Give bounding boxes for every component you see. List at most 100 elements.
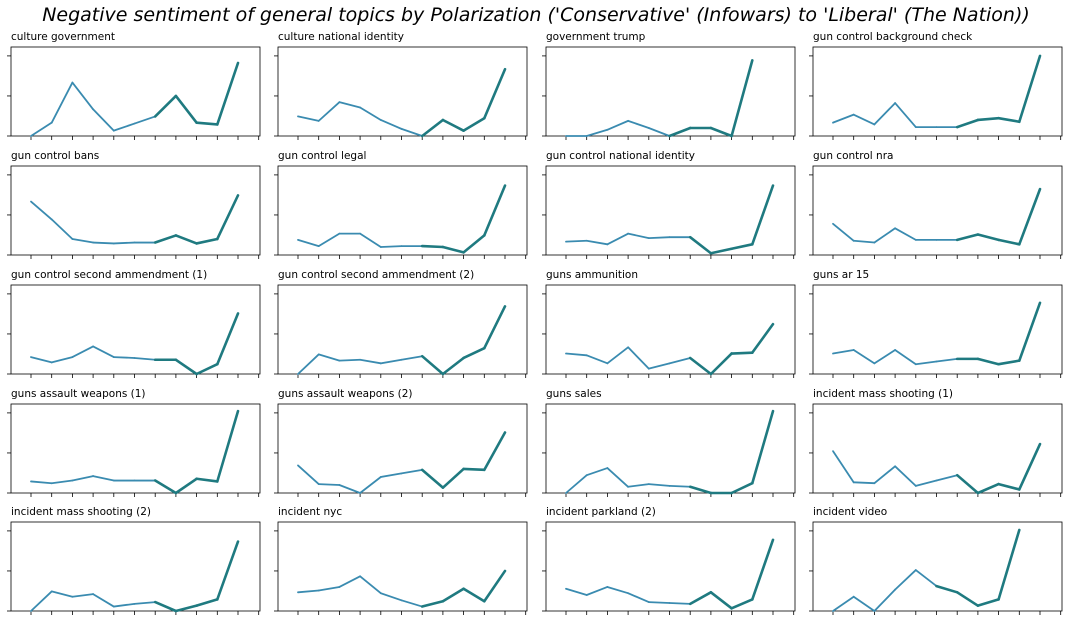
axes-frame [812,284,1063,375]
series-segment [709,126,733,138]
panel-9: gun control second ammendment (1) [7,269,261,378]
panel-10: gun control second ammendment (2) [274,269,528,378]
series-segment [400,355,424,361]
series-segment [420,468,445,489]
series-segment [71,81,94,111]
panel-3: government trump [542,31,796,140]
series-segment [976,598,1000,607]
series-segment [1017,54,1042,124]
series-segment [71,345,94,358]
series-segment [195,477,219,483]
series-segment [955,233,980,242]
series-segment [379,592,403,602]
series-segment [482,569,507,603]
series-segment [873,465,896,485]
series-segment [92,593,115,608]
series-segment [935,357,959,363]
series-segment [338,101,362,109]
panel-title: incident mass shooting (1) [813,388,953,400]
series-segment [153,600,178,613]
series-segment [894,102,917,128]
series-segment [935,474,959,482]
series-segment [482,305,507,350]
series-segment [317,586,341,592]
series-segment [216,409,240,483]
series-segment [359,358,382,365]
series-segment [50,479,74,485]
panel-title: gun control nra [813,150,893,162]
series-segment [92,108,115,132]
series-segment [112,602,136,608]
figure-title: Negative sentiment of general topics by … [42,4,1030,26]
series-segment [30,121,53,137]
series-segment [997,359,1021,366]
panel-13: guns assault weapons (1) [7,388,261,497]
axes-frame [10,165,261,256]
axes-frame [10,403,261,494]
series-segment [955,473,980,495]
series-segment [647,362,671,370]
series-segment [317,232,341,248]
panel-11: guns ammunition [542,269,796,378]
series-segment [894,465,917,487]
panel-title: gun control second ammendment (1) [11,269,207,281]
axes-frame [545,521,796,612]
series-segment [750,184,775,246]
series-segment [955,118,980,129]
series-segment [914,569,938,587]
series-segment [359,476,382,494]
series-segment [976,233,1000,242]
panel-20: incident video [809,506,1063,615]
series-segment [997,528,1021,601]
panel-title: guns sales [546,388,602,400]
series-segment [216,194,240,241]
series-segment [565,587,588,596]
series-segment [852,239,876,244]
series-segment [709,591,733,610]
series-segment [297,589,320,594]
series-segment [338,358,362,362]
series-segment [730,59,754,138]
series-segment [852,481,876,485]
series-segment [688,591,713,606]
panel-4: gun control background check [809,31,1063,140]
axes-frame [545,46,796,137]
series-segment [441,467,465,489]
series-segment [668,357,692,365]
series-segment [297,464,320,486]
series-segment [585,239,609,246]
panel-title: guns assault weapons (2) [278,388,413,400]
series-segment [462,346,486,360]
series-segment [997,238,1021,246]
series-segment [873,102,896,126]
series-segment [50,218,74,240]
series-segment [873,588,896,612]
series-segment [297,353,320,375]
panel-title: gun control background check [813,31,973,43]
series-segment [174,94,198,124]
series-segment [647,601,671,604]
series-segment [379,245,403,248]
series-segment [359,232,382,248]
series-segment [832,349,855,355]
series-segment [585,586,609,596]
axes-frame [10,284,261,375]
series-segment [894,569,917,591]
series-segment [627,346,650,370]
series-segment [174,477,198,495]
axes-frame [812,165,1063,256]
series-segment [400,599,424,608]
panel-title: guns ar 15 [813,269,869,281]
series-segment [92,241,115,245]
series-segment [482,67,507,120]
series-segment [216,540,240,601]
series-segment [30,480,53,485]
axes-frame [10,521,261,612]
series-segment [153,234,178,244]
series-segment [832,222,855,242]
series-segment [730,351,754,355]
series-segment [174,604,198,613]
series-segment [730,243,754,251]
series-segment [606,586,629,595]
